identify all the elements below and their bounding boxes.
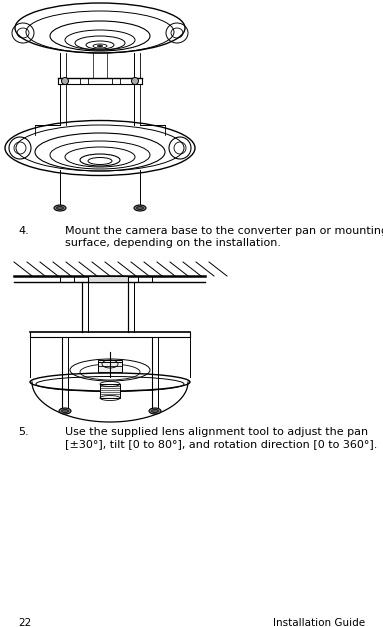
Text: Installation Guide: Installation Guide [273,618,365,627]
Ellipse shape [131,78,139,85]
Text: Mount the camera base to the converter pan or mounting: Mount the camera base to the converter p… [65,226,383,236]
Ellipse shape [149,408,161,414]
Text: 4.: 4. [18,226,29,236]
Text: surface, depending on the installation.: surface, depending on the installation. [65,238,281,248]
Ellipse shape [54,205,66,211]
Bar [88,276,128,282]
Ellipse shape [59,408,71,414]
Bar [100,384,120,398]
Text: [±30°], tilt [0 to 80°], and rotation direction [0 to 360°].: [±30°], tilt [0 to 80°], and rotation di… [65,439,377,449]
Ellipse shape [98,45,103,47]
Text: Use the supplied lens alignment tool to adjust the pan: Use the supplied lens alignment tool to … [65,427,368,437]
Text: 22: 22 [18,618,31,627]
Ellipse shape [62,409,69,413]
Ellipse shape [136,206,144,209]
Ellipse shape [134,205,146,211]
Text: 5.: 5. [18,427,29,437]
Ellipse shape [57,206,64,209]
Ellipse shape [62,78,69,85]
Ellipse shape [152,409,159,413]
Bar [98,360,122,372]
